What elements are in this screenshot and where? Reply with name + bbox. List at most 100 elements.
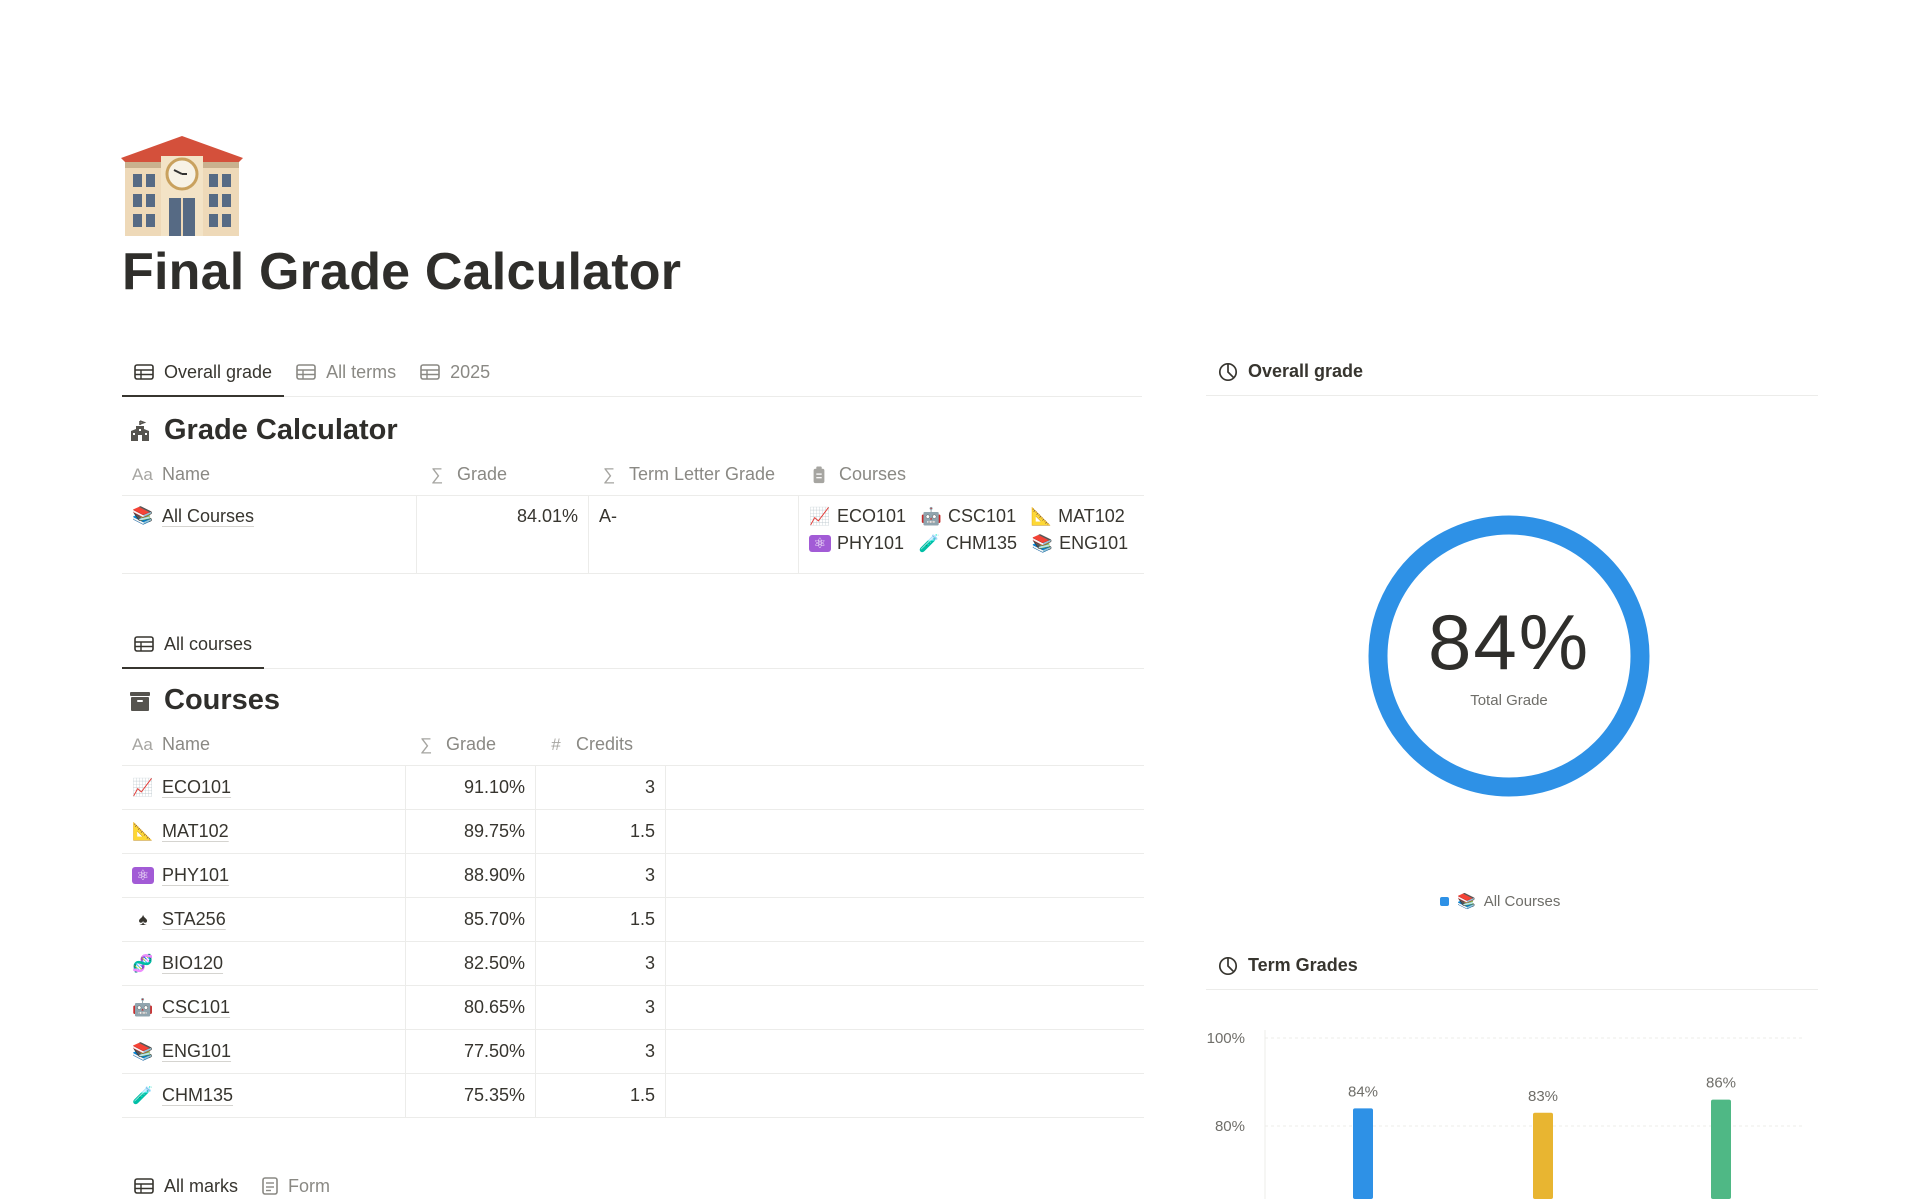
cell-credits: 1.5	[536, 898, 666, 941]
school-icon	[131, 419, 149, 441]
column-header-name[interactable]: Aa Name	[122, 724, 406, 765]
bar[interactable]	[1533, 1112, 1553, 1199]
table-row[interactable]: 🧪 CHM135 75.35% 1.5	[122, 1074, 1144, 1118]
table-row[interactable]: 📚 All Courses 84.01% A- 📈 ECO101 🤖 CSC101 …	[122, 496, 1144, 574]
course-chip-mat102[interactable]: 📐 MAT102	[1030, 506, 1125, 527]
chip-label: ENG101	[1059, 533, 1129, 553]
relation-icon	[813, 465, 825, 483]
course-chip-chm135[interactable]: 🧪 CHM135	[918, 533, 1017, 554]
cell-credits: 3	[536, 986, 666, 1029]
course-chip-phy101[interactable]: ⚛ PHY101	[809, 533, 904, 554]
grade-calculator-table: Aa Name ∑ Grade ∑ Term Letter Grade Courses…	[122, 454, 1144, 574]
row-name: CHM135	[162, 1085, 234, 1105]
total-grade-donut[interactable]	[1368, 515, 1650, 797]
table-row[interactable]: 📚 ENG101 77.50% 3	[122, 1030, 1144, 1074]
chart-legend[interactable]: 📚 All Courses	[1440, 892, 1560, 910]
bar[interactable]	[1711, 1099, 1731, 1199]
pie-chart-icon	[1218, 956, 1238, 975]
tab-2025[interactable]: 2025	[408, 348, 502, 396]
courses-rows: 📈 ECO101 91.10% 3 📐 MAT102 89.75% 1.5 ⚛ PHY101 88.…	[122, 766, 1144, 1118]
cell-name[interactable]: 📐 MAT102	[122, 810, 406, 853]
courses-view-tabs: All courses	[122, 620, 1144, 669]
cell-empty	[666, 942, 1144, 985]
column-header-courses[interactable]: Courses	[799, 454, 1139, 495]
tab-overall-grade[interactable]: Overall grade	[122, 348, 285, 397]
row-name: All Courses	[162, 506, 255, 526]
table-header: Aa Name ∑ Grade # Credits	[122, 724, 1144, 766]
pie-chart-icon	[1218, 362, 1238, 381]
column-label: Courses	[839, 464, 907, 484]
marks-view-tabs: All marks Form	[122, 1162, 1144, 1199]
chip-label: CHM135	[946, 533, 1018, 553]
course-chip-eco101[interactable]: 📈 ECO101	[809, 506, 906, 527]
table-row[interactable]: ⚛ PHY101 88.90% 3	[122, 854, 1144, 898]
cell-grade: 75.35%	[406, 1074, 536, 1117]
chart-increasing-icon: 📈	[809, 506, 831, 526]
course-chip-eng101[interactable]: 📚 ENG101	[1031, 533, 1128, 554]
cell-name[interactable]: 📈 ECO101	[122, 766, 406, 809]
cell-empty	[666, 1030, 1144, 1073]
cell-name[interactable]: 📚 All Courses	[122, 496, 417, 573]
cell-credits: 1.5	[536, 810, 666, 853]
column-header-name[interactable]: Aa Name	[122, 454, 417, 495]
books-icon: 📚	[132, 506, 154, 525]
grade-calculator-title[interactable]: Grade Calculator	[128, 414, 398, 447]
chip-label: PHY101	[837, 533, 905, 553]
cell-grade: 80.65%	[406, 986, 536, 1029]
term-grades-panel-header[interactable]: Term Grades	[1206, 942, 1818, 990]
test-tube-icon: 🧪	[918, 533, 940, 553]
table-row[interactable]: 🧬 BIO120 82.50% 3	[122, 942, 1144, 986]
cell-name[interactable]: ⚛ PHY101	[122, 854, 406, 897]
tab-label: 2025	[450, 361, 491, 382]
row-name: CSC101	[162, 997, 231, 1017]
panel-title: Overall grade	[1248, 361, 1364, 381]
table-row[interactable]: 🤖 CSC101 80.65% 3	[122, 986, 1144, 1030]
table-row[interactable]: ♠ STA256 85.70% 1.5	[122, 898, 1144, 942]
archive-box-icon	[130, 691, 150, 711]
cell-empty	[666, 766, 1144, 809]
cell-grade: 88.90%	[406, 854, 536, 897]
courses-title[interactable]: Courses	[128, 684, 280, 717]
table-row[interactable]: 📐 MAT102 89.75% 1.5	[122, 810, 1144, 854]
cell-empty	[666, 854, 1144, 897]
tab-all-terms[interactable]: All terms	[284, 348, 408, 396]
cell-name[interactable]: 🧬 BIO120	[122, 942, 406, 985]
row-name: ENG101	[162, 1041, 232, 1061]
tab-form[interactable]: Form	[250, 1162, 342, 1199]
cell-grade: 89.75%	[406, 810, 536, 853]
column-label: Term Letter Grade	[629, 464, 776, 484]
tab-label: Overall grade	[164, 361, 273, 382]
column-header-credits[interactable]: # Credits	[536, 724, 666, 765]
tab-all-marks[interactable]: All marks	[122, 1162, 250, 1199]
cell-empty	[666, 898, 1144, 941]
overall-grade-panel-header[interactable]: Overall grade	[1206, 348, 1818, 396]
tab-label: Form	[288, 1175, 331, 1196]
cell-name[interactable]: 🤖 CSC101	[122, 986, 406, 1029]
tab-all-courses[interactable]: All courses	[122, 620, 265, 669]
cell-credits: 3	[536, 766, 666, 809]
atom-icon: ⚛	[809, 535, 831, 552]
cell-grade: 84.01%	[417, 496, 589, 573]
number-icon: #	[551, 734, 561, 754]
cell-courses: 📈 ECO101 🤖 CSC101 📐 MAT102 ⚛ PHY101 🧪 CHM135 …	[799, 496, 1144, 573]
column-header-grade[interactable]: ∑ Grade	[417, 454, 589, 495]
cell-grade: 85.70%	[406, 898, 536, 941]
cell-grade: 77.50%	[406, 1030, 536, 1073]
table-row[interactable]: 📈 ECO101 91.10% 3	[122, 766, 1144, 810]
cell-name[interactable]: 🧪 CHM135	[122, 1074, 406, 1117]
cell-name[interactable]: ♠ STA256	[122, 898, 406, 941]
school-building-icon	[121, 136, 243, 236]
courses-table: Aa Name ∑ Grade # Credits 📈 ECO101 91.10% 3 📐 MA…	[122, 724, 1144, 1118]
course-chip-csc101[interactable]: 🤖 CSC101	[920, 506, 1016, 527]
column-label: Credits	[576, 734, 634, 754]
page-title: Final Grade Calculator	[122, 243, 682, 301]
atom-icon: ⚛	[132, 867, 154, 884]
bar-data-label: 83%	[1528, 1088, 1558, 1105]
cell-credits: 1.5	[536, 1074, 666, 1117]
column-header-letter[interactable]: ∑ Term Letter Grade	[589, 454, 799, 495]
bar[interactable]	[1353, 1108, 1373, 1199]
table-icon	[296, 364, 316, 380]
column-header-grade[interactable]: ∑ Grade	[406, 724, 536, 765]
cell-name[interactable]: 📚 ENG101	[122, 1030, 406, 1073]
robot-icon: 🤖	[132, 997, 154, 1017]
